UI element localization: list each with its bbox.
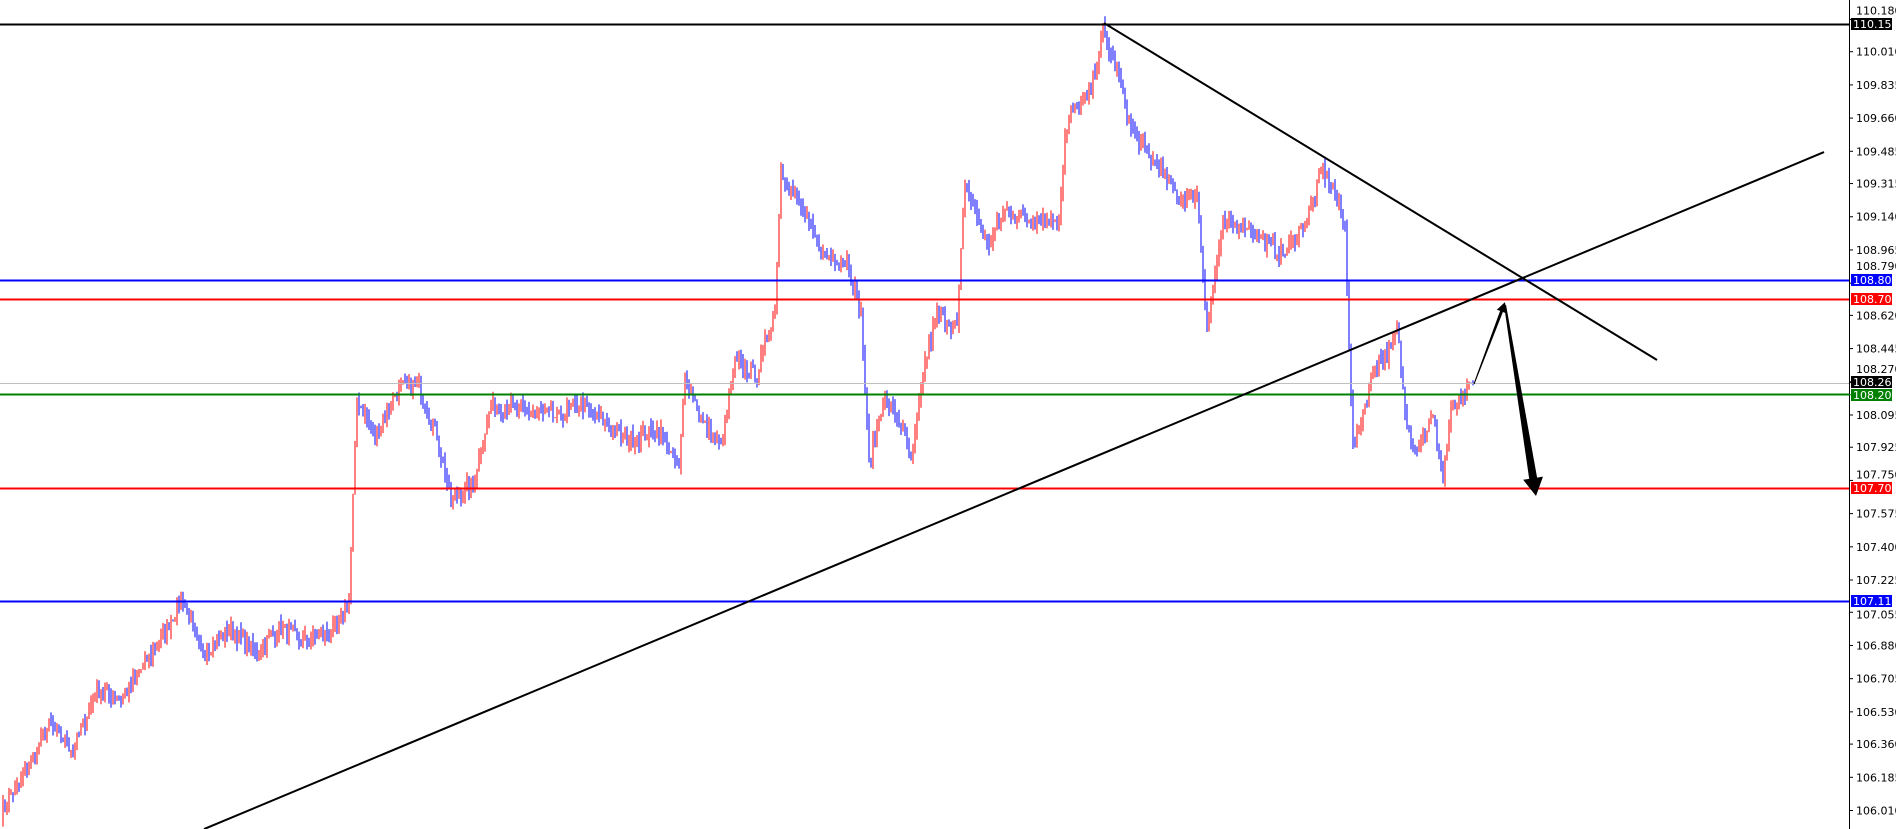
level-label-box xyxy=(1851,274,1892,286)
level-label-leader xyxy=(1848,394,1852,396)
descending-resistance-line[interactable] xyxy=(1103,22,1658,361)
tick-label: 108.270 xyxy=(1856,363,1896,376)
level-label-box xyxy=(1851,376,1892,388)
trendlines xyxy=(203,22,1825,829)
tick-label: 107.225 xyxy=(1856,574,1896,587)
tick-label: 106.360 xyxy=(1856,738,1896,751)
level-label-box xyxy=(1851,18,1892,30)
tick-label: 110.180 xyxy=(1856,4,1896,17)
tick-label: 106.705 xyxy=(1856,673,1896,686)
tick-label: 106.185 xyxy=(1856,771,1896,784)
level-label: 107.709 xyxy=(1853,482,1896,495)
tick-label: 108.620 xyxy=(1856,309,1896,322)
tick-label: 108.095 xyxy=(1856,409,1896,422)
level-label: 107.113 xyxy=(1853,595,1896,608)
arrow-up-icon[interactable] xyxy=(1473,302,1507,385)
level-label-leader xyxy=(1848,381,1852,384)
tick-label: 108.965 xyxy=(1856,244,1896,257)
level-label: 108.705 xyxy=(1853,293,1896,306)
tick-label: 107.575 xyxy=(1856,508,1896,521)
tick-label: 108.445 xyxy=(1856,343,1896,356)
tick-label: 106.880 xyxy=(1856,639,1896,652)
tick-label: 109.140 xyxy=(1856,211,1896,224)
tick-label: 107.750 xyxy=(1856,468,1896,481)
level-label: 110.155 xyxy=(1853,18,1896,31)
level-label-box xyxy=(1851,293,1892,305)
tick-label: 107.400 xyxy=(1856,541,1896,554)
tick-label: 109.315 xyxy=(1856,178,1896,191)
tick-label: 107.055 xyxy=(1856,608,1896,621)
price-axis: 110.180 110.010 109.835 109.660 109.485 109.3… xyxy=(1849,4,1896,818)
price-bars xyxy=(2,16,1474,827)
tick-label: 109.835 xyxy=(1856,79,1896,92)
horizontal-levels xyxy=(0,23,1849,603)
tick-label: 108.790 xyxy=(1856,260,1896,273)
tick-label: 109.660 xyxy=(1856,112,1896,125)
tick-label: 106.010 xyxy=(1856,805,1896,818)
level-label: 108.261 xyxy=(1853,376,1896,389)
level-label: 108.807 xyxy=(1853,274,1896,287)
level-label-box xyxy=(1851,595,1892,607)
tick-label: 106.530 xyxy=(1856,706,1896,719)
level-label-box xyxy=(1851,389,1892,401)
tick-label: 110.010 xyxy=(1856,46,1896,59)
tick-label: 107.925 xyxy=(1856,441,1896,454)
level-label-box xyxy=(1851,482,1892,494)
level-label: 108.207 xyxy=(1853,389,1896,402)
arrow-down-icon[interactable] xyxy=(1504,304,1543,496)
ascending-support-line[interactable] xyxy=(203,151,1825,829)
tick-label: 109.485 xyxy=(1856,145,1896,158)
